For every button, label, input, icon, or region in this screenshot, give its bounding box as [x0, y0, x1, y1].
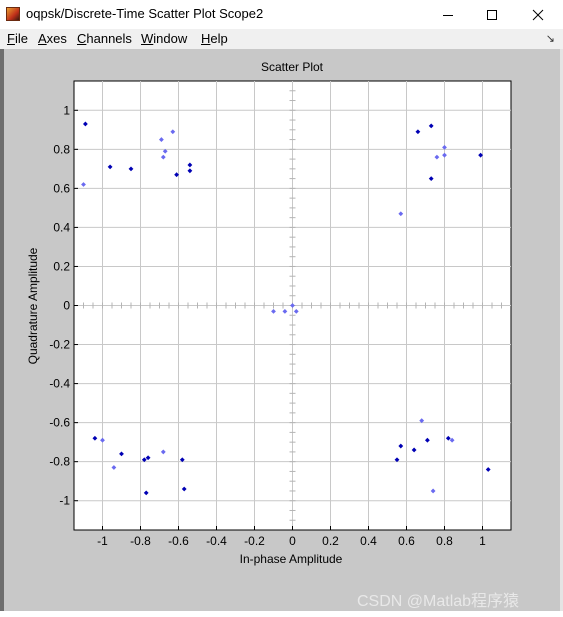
scatter-plot-figure[interactable]: Scatter Plot -1 -0.8 -0.6 -0.4 -0.2 0 0.2 0.4 0.… [0, 49, 563, 611]
scatter-point [293, 308, 299, 314]
scatter-point [111, 465, 117, 470]
scatter-point [449, 437, 455, 443]
scatter-point [478, 152, 483, 158]
matlab-app-icon [6, 7, 20, 21]
scatter-point [442, 152, 447, 158]
scatter-point [428, 176, 434, 182]
data-points [81, 121, 491, 496]
y-tick-label: 0 [63, 299, 70, 313]
scatter-point [445, 435, 451, 441]
scatter-point [187, 168, 193, 174]
x-tick-label: 0.2 [322, 534, 339, 548]
scatter-point [428, 123, 434, 129]
scatter-point [174, 172, 179, 178]
y-tick-label: -0.6 [49, 416, 70, 430]
scatter-point [415, 129, 421, 135]
maximize-icon [487, 9, 497, 20]
scatter-point [419, 418, 425, 424]
x-tick-label: 0.4 [360, 534, 377, 548]
title-bar: oqpsk/Discrete-Time Scatter Plot Scope2 [0, 0, 563, 29]
scatter-point [290, 303, 295, 308]
scatter-point [282, 308, 288, 314]
menu-window[interactable]: Window [141, 31, 188, 46]
close-icon [532, 9, 544, 20]
minimize-button[interactable] [426, 0, 470, 29]
scatter-point [83, 121, 88, 127]
y-axis-label: Quadrature Amplitude [26, 247, 40, 364]
x-tick-label: -0.2 [244, 534, 265, 548]
scatter-point [271, 308, 276, 314]
x-tick-label: -0.8 [130, 534, 151, 548]
window-left-edge [0, 49, 4, 617]
scatter-point [160, 449, 166, 455]
x-tick-label: 0.8 [436, 534, 453, 548]
scatter-point [107, 164, 113, 170]
minimize-icon [443, 14, 453, 16]
scatter-point [187, 162, 193, 168]
y-tick-label: -1 [59, 494, 70, 508]
window-title: oqpsk/Discrete-Time Scatter Plot Scope2 [26, 6, 264, 21]
scatter-point [398, 443, 404, 449]
scatter-point [485, 467, 491, 472]
scatter-point [162, 148, 168, 154]
scatter-point [394, 457, 400, 463]
chart-title: Scatter Plot [261, 60, 324, 74]
watermark-text: CSDN @Matlab程序猿 [357, 593, 520, 610]
scatter-point [160, 154, 166, 160]
x-tick-label: -0.6 [168, 534, 189, 548]
scatter-point [430, 488, 436, 494]
x-tick-label: -1 [97, 534, 108, 548]
y-tick-label: 0.6 [53, 181, 70, 195]
x-tick-label: 1 [479, 534, 486, 548]
scatter-point [181, 486, 187, 492]
scatter-point [141, 457, 147, 463]
scatter-point [411, 447, 417, 453]
scatter-point [425, 437, 430, 443]
x-tick-label: 0 [289, 534, 296, 548]
menu-axes[interactable]: Axes [38, 31, 67, 46]
window-bottom-edge [0, 611, 563, 617]
scatter-point [159, 137, 164, 142]
x-axis-label: In-phase Amplitude [240, 552, 343, 566]
maximize-button[interactable] [470, 0, 514, 29]
scatter-point [145, 455, 151, 461]
scatter-point [119, 451, 124, 457]
scatter-point [92, 435, 98, 441]
scatter-point [81, 182, 86, 187]
dock-arrow-icon[interactable]: ↘ [545, 33, 555, 45]
x-tick-label: 0.6 [398, 534, 415, 548]
y-tick-label: -0.2 [49, 338, 70, 352]
scatter-point [100, 437, 105, 443]
scatter-point [170, 129, 176, 135]
scatter-point [128, 166, 134, 172]
window-right-edge [560, 49, 563, 617]
y-tick-label: 1 [63, 103, 70, 117]
scatter-point [442, 144, 447, 150]
y-tick-label: 0.2 [53, 259, 70, 273]
close-button[interactable] [516, 0, 560, 29]
menu-channels[interactable]: Channels [77, 31, 132, 46]
y-tick-label: 0.4 [53, 220, 70, 234]
scatter-point [179, 457, 185, 463]
tick-labels: -1 -0.8 -0.6 -0.4 -0.2 0 0.2 0.4 0.6 0.8 1 1 0.8 0.6 0… [49, 103, 486, 548]
menu-bar: File Axes Channels Window Help ↘ [0, 29, 563, 49]
menu-file[interactable]: File [7, 31, 28, 46]
menu-help[interactable]: Help [201, 31, 228, 46]
scatter-point [434, 154, 440, 160]
x-tick-label: -0.4 [206, 534, 227, 548]
scatter-point [398, 211, 404, 217]
y-tick-label: -0.4 [49, 377, 70, 391]
y-tick-label: 0.8 [53, 142, 70, 156]
scatter-point [143, 490, 149, 496]
center-axis-ticks [83, 90, 502, 521]
y-tick-label: -0.8 [49, 455, 70, 469]
